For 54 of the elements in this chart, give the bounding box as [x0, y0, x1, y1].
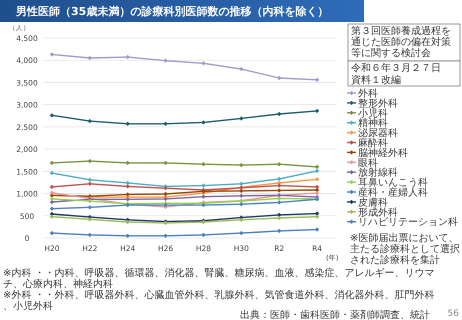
point: [88, 182, 92, 186]
text: 資料１改編: [351, 74, 401, 86]
legend-label: 産科・産婦人科: [358, 186, 428, 198]
point: [50, 113, 54, 118]
point: [88, 205, 92, 210]
legend-label: 形成外科: [358, 206, 398, 218]
point: [201, 162, 206, 166]
point: [201, 183, 206, 188]
legend-label: 脳神経外科: [358, 146, 408, 159]
legend-label: 麻酔科: [358, 137, 388, 149]
point: [50, 206, 54, 211]
point: [314, 214, 320, 219]
point: [88, 178, 92, 182]
point: [314, 164, 320, 170]
point: [201, 120, 206, 125]
legend-label: 精神科: [358, 117, 388, 130]
point: [50, 170, 54, 176]
legend-label: 整形外科: [358, 97, 398, 110]
point: [201, 61, 206, 66]
point: [314, 108, 320, 114]
point: [163, 122, 168, 126]
point: [314, 177, 320, 182]
point: [314, 168, 320, 174]
point: [239, 66, 244, 72]
point: [163, 234, 168, 238]
point: [50, 214, 54, 219]
text: ※内科 ・・内科、呼吸器、循環器、消化器、腎臓、糖尿病、血液、感染症、アレルギー、リウマチ、心療内科、神経内科: [3, 267, 435, 290]
point: [50, 160, 54, 166]
point: [201, 232, 206, 238]
point: [50, 196, 54, 202]
point: [50, 230, 54, 236]
text: ※医師届出票において、主たる診療科として選択された診療科を集計: [350, 232, 460, 266]
point: [163, 160, 168, 166]
point: [50, 190, 54, 195]
legend-label: 皮膚科: [358, 196, 388, 208]
point: [125, 122, 130, 126]
legend-label: 外科: [358, 88, 378, 100]
text: 令和６年３月２７日: [351, 62, 441, 74]
point: [201, 194, 206, 199]
point: [163, 58, 168, 63]
legend-label: 放射線科: [358, 166, 398, 179]
chart-title: 男性医師（35歳未満）の診療科別医師数の推移（内科を除く）: [15, 5, 328, 18]
point: [276, 76, 282, 80]
source-note: 出典：医師・歯科医師・薬剤師調査、統計: [240, 309, 430, 320]
legend-label: 眼科: [358, 156, 378, 169]
point: [239, 182, 244, 186]
point: [314, 188, 320, 192]
point: [239, 202, 244, 206]
text: 56: [448, 309, 460, 319]
point: [163, 192, 168, 196]
point: [239, 116, 244, 121]
legend-label: 小児科: [358, 107, 388, 120]
text: 第３回医師養成過程を通じた医師の偏在対策等に関する検討会: [351, 25, 451, 59]
legend-label: リハビリテーション科: [358, 216, 458, 228]
